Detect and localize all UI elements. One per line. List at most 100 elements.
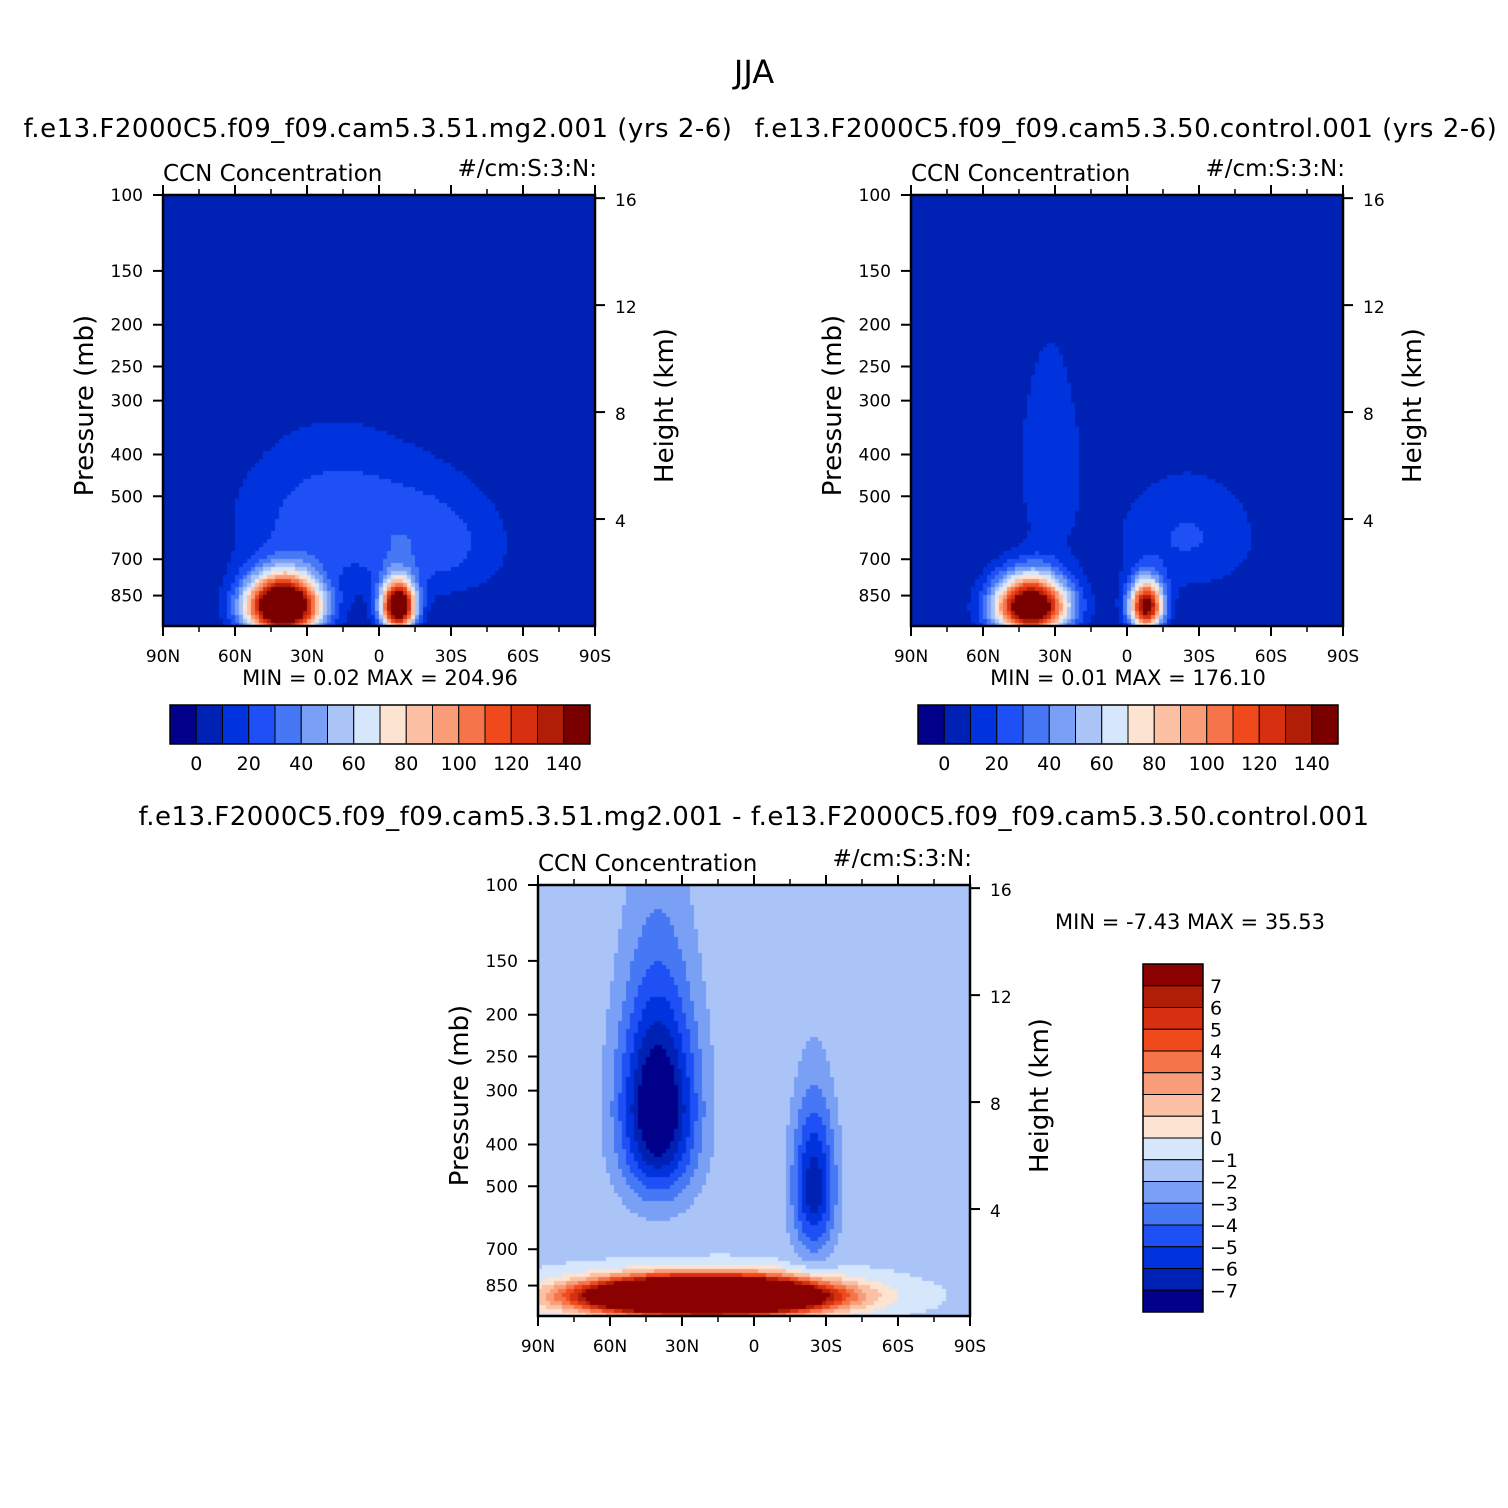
- x-tick-label: 90S: [579, 647, 611, 667]
- colorbar-box: [353, 704, 381, 745]
- colorbar-box: [1142, 1115, 1204, 1139]
- colorbar-box: [1232, 704, 1260, 745]
- colorbar-box: [1142, 1028, 1204, 1052]
- y2-tick-label: 4: [1363, 512, 1374, 532]
- colorbar-box: [1311, 704, 1339, 745]
- x-tick-label: 30S: [810, 1337, 842, 1357]
- contour-field: [911, 195, 1343, 626]
- colorbar-box: [274, 704, 302, 745]
- y-tick-label: 200: [859, 316, 891, 336]
- colorbar-box: [537, 704, 565, 745]
- colorbar-box: [1142, 1137, 1204, 1161]
- figure-title: JJA: [732, 53, 774, 91]
- colorbar-label: −6: [1210, 1259, 1238, 1281]
- colorbar-box: [1142, 1202, 1204, 1226]
- y2-tick-label: 4: [990, 1202, 1001, 1222]
- colorbar-box: [1180, 704, 1208, 745]
- y-tick-label: 400: [111, 445, 143, 465]
- colorbar-label: 40: [289, 753, 313, 775]
- variable-label: CCN Concentration: [538, 851, 757, 877]
- colorbar-label: −3: [1210, 1193, 1238, 1215]
- units-label: #/cm:S:3:N:: [457, 156, 597, 182]
- colorbar-box: [1285, 704, 1313, 745]
- y2-tick-label: 8: [615, 405, 626, 425]
- y2-tick-label: 12: [1363, 298, 1385, 318]
- colorbar-label: −5: [1210, 1237, 1238, 1259]
- y-tick-label: 700: [111, 550, 143, 570]
- colorbar-label: 120: [493, 753, 529, 775]
- colorbar-box: [1142, 1007, 1204, 1030]
- colorbar-box: [1048, 704, 1076, 745]
- colorbar-label: −2: [1210, 1172, 1238, 1194]
- colorbar-label: 100: [1189, 753, 1225, 775]
- y2-axis-title: Height (km): [650, 328, 680, 483]
- colorbar-label: 40: [1037, 753, 1061, 775]
- y-tick-label: 700: [486, 1240, 518, 1260]
- colorbar-label: 2: [1210, 1085, 1222, 1107]
- units-label: #/cm:S:3:N:: [832, 846, 972, 872]
- colorbar-frame: [917, 704, 1339, 745]
- colorbar-box: [1075, 704, 1103, 745]
- y-tick-label: 500: [486, 1177, 518, 1197]
- y2-tick-label: 16: [990, 881, 1012, 901]
- colorbar-label: 4: [1210, 1041, 1222, 1063]
- x-tick-label: 60N: [966, 647, 1000, 667]
- colorbar-box: [1142, 1224, 1204, 1248]
- colorbar-box: [970, 704, 998, 745]
- x-tick-label: 90N: [894, 647, 928, 667]
- contour-field: [163, 195, 595, 626]
- colorbar-box: [1142, 1268, 1204, 1291]
- y2-tick-label: 12: [990, 988, 1012, 1008]
- colorbar-box: [1022, 704, 1050, 745]
- colorbar-box: [1127, 704, 1155, 745]
- colorbar-box: [1142, 985, 1204, 1008]
- panel-title: f.e13.F2000C5.f09_f09.cam5.3.51.mg2.001 …: [138, 802, 1369, 832]
- y-tick-label: 100: [486, 876, 518, 896]
- y-tick-label: 300: [859, 392, 891, 412]
- colorbar-frame: [169, 704, 591, 745]
- colorbar-label: 3: [1210, 1063, 1222, 1085]
- y-tick-label: 200: [111, 316, 143, 336]
- panel-mg2: f.e13.F2000C5.f09_f09.cam5.3.51.mg2.001 …: [24, 114, 732, 775]
- colorbar-label: 60: [342, 753, 366, 775]
- y-tick-label: 150: [859, 262, 891, 282]
- colorbar-label: 20: [237, 753, 261, 775]
- colorbar-box: [1142, 1050, 1204, 1074]
- min-max-stats: MIN = 0.02 MAX = 204.96: [242, 666, 518, 690]
- y-tick-label: 300: [111, 392, 143, 412]
- colorbar-box: [379, 704, 407, 745]
- y2-tick-label: 4: [615, 512, 626, 532]
- colorbar-label: 140: [1294, 753, 1330, 775]
- colorbar-label: 80: [1142, 753, 1166, 775]
- y-tick-label: 400: [859, 445, 891, 465]
- y-tick-label: 100: [111, 186, 143, 206]
- colorbar-box: [1101, 704, 1129, 745]
- x-tick-label: 90S: [1327, 647, 1359, 667]
- colorbar-box: [405, 704, 433, 745]
- y-tick-label: 850: [111, 587, 143, 607]
- x-tick-label: 60S: [1255, 647, 1287, 667]
- colorbar-label: −4: [1210, 1215, 1238, 1237]
- colorbar-box: [248, 704, 276, 745]
- y2-tick-label: 16: [615, 191, 637, 211]
- panel-difference: f.e13.F2000C5.f09_f09.cam5.3.51.mg2.001 …: [138, 802, 1369, 1357]
- panel-control: f.e13.F2000C5.f09_f09.cam5.3.50.control.…: [755, 114, 1498, 775]
- x-tick-label: 30N: [290, 647, 324, 667]
- colorbar-box: [484, 704, 512, 745]
- units-label: #/cm:S:3:N:: [1205, 156, 1345, 182]
- colorbar-box: [1142, 1094, 1204, 1117]
- panel-title: f.e13.F2000C5.f09_f09.cam5.3.50.control.…: [755, 114, 1498, 144]
- y-tick-label: 250: [859, 358, 891, 378]
- contour-field: [538, 885, 970, 1316]
- colorbar-box: [1142, 1181, 1204, 1204]
- colorbar-box: [917, 704, 945, 745]
- colorbar-box: [563, 704, 591, 745]
- colorbar-frame: [1142, 963, 1204, 1313]
- y-tick-label: 150: [486, 952, 518, 972]
- colorbar-box: [1142, 963, 1204, 987]
- y2-tick-label: 12: [615, 298, 637, 318]
- colorbar-box: [458, 704, 486, 745]
- colorbar-label: 0: [190, 753, 202, 775]
- y-tick-label: 850: [486, 1277, 518, 1297]
